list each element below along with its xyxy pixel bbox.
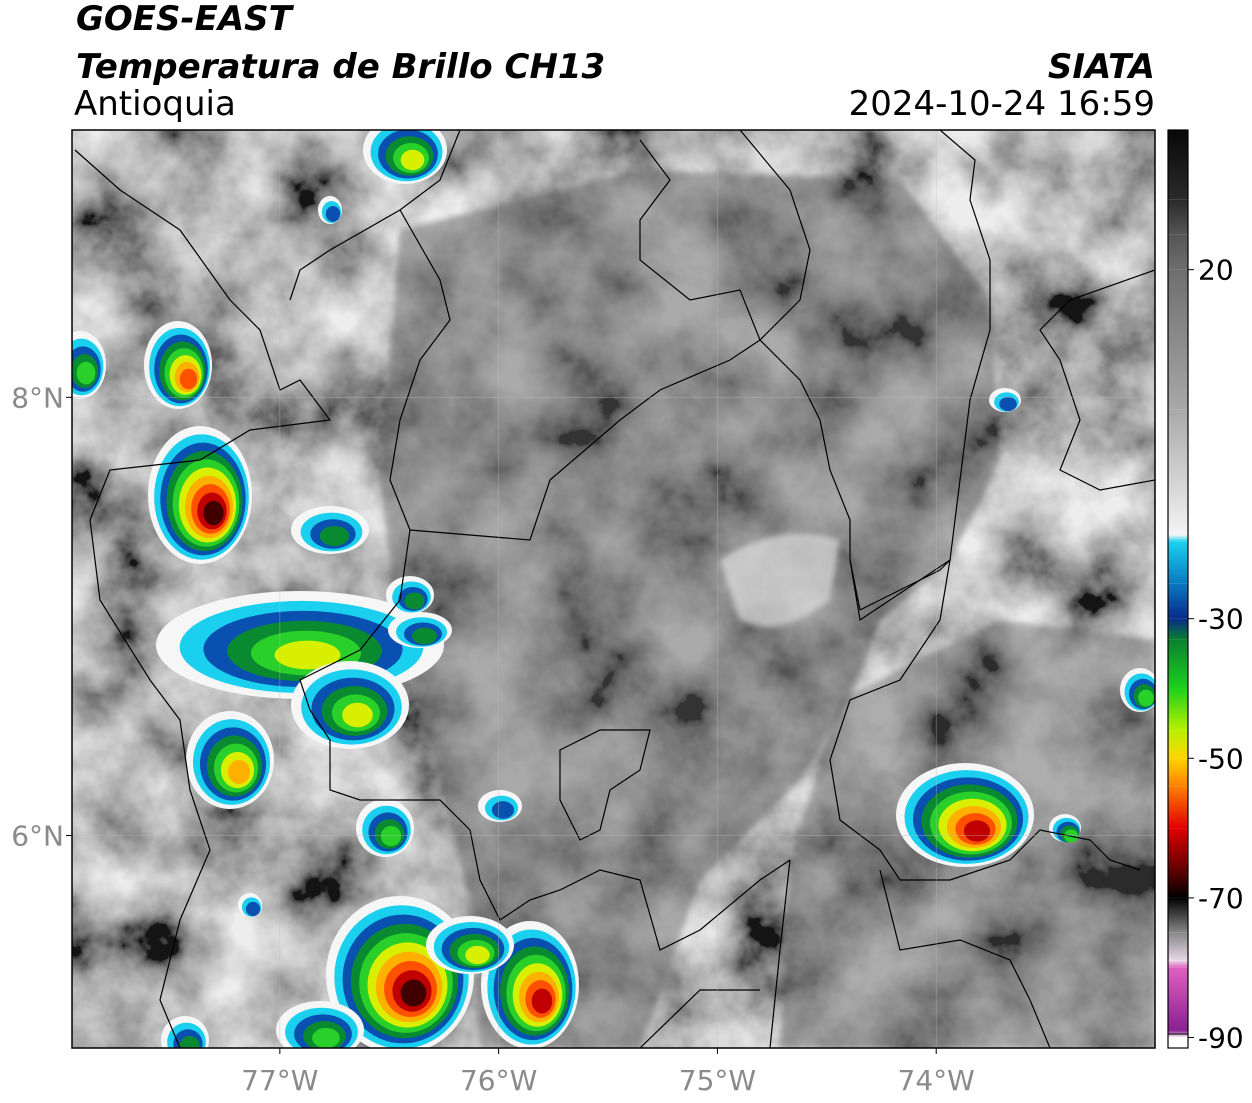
colorbar-segment [1168,618,1188,640]
storm-cell [245,901,261,917]
axes: 77°W 76°W 75°W 74°W 8°N 6°N [11,381,975,1097]
storm-cell [1138,689,1154,707]
colorbar-segment [1168,730,1188,759]
colorbar-segment [1168,409,1188,535]
storm-cells [72,130,1155,1048]
colorbar-segment [1168,541,1188,584]
storm-cell [465,945,490,965]
storm-cell [342,702,373,728]
colorbar-segment [1168,758,1188,787]
colorbar-segment [1168,786,1188,829]
map-frame [71,129,1156,1049]
storm-cell [319,525,350,547]
grid [72,130,1155,1048]
colorbar-segment [1168,960,1188,968]
colorbar-segment [1168,269,1188,410]
region: Antioquia [74,84,236,124]
colorbar: 20 -30 -50 -70 -90 [1167,129,1244,1055]
colorbar-segment [1168,583,1188,619]
colorbar-segment [1168,1037,1188,1048]
colorbar-segment [1168,639,1188,689]
colorbar-tick-label: 20 [1198,254,1234,287]
y-tick-label: 6°N [11,819,64,852]
storm-cell [312,1027,340,1048]
storm-cell [491,801,515,819]
warm-region [380,170,1000,1048]
storm-cell [400,149,425,171]
colorbar-segment [1168,199,1188,235]
storm-cell [380,825,402,847]
colorbar-tick-label: -50 [1198,742,1244,775]
colorbar-segment [1168,897,1188,933]
subtitle: Temperatura de Brillo CH13 [76,47,605,87]
title: GOES-EAST [76,0,295,39]
storm-cell [999,396,1017,412]
colorbar-segment [1168,869,1188,898]
storm-cell [404,592,425,610]
colorbar-segment [1168,534,1188,542]
storm-cell [274,640,341,670]
storm-cell [179,368,198,390]
colorbar-segment [1168,688,1188,731]
storm-cell [412,627,437,645]
storm-cell [203,500,224,526]
cloud-patch [720,533,840,627]
colorbar-tick-label: -30 [1198,603,1244,636]
x-tick-label: 74°W [898,1064,975,1097]
source: SIATA [1048,47,1155,87]
colorbar-extend [1167,1033,1189,1049]
map-area [72,130,1155,1048]
y-tick-label: 8°N [11,381,64,414]
storm-cell [325,206,341,222]
storm-cell [531,988,553,1014]
datetime: 2024-10-24 16:59 [849,84,1155,124]
storm-cell [76,361,96,385]
colorbar-segment [1168,828,1188,870]
colorbar-segment [1168,967,1188,1031]
storm-cell [400,979,427,1007]
colorbar-tick-label: -90 [1198,1022,1244,1055]
x-tick-label: 77°W [241,1064,318,1097]
colorbar-segment [1168,130,1188,200]
storm-cell [963,820,991,842]
borders [74,130,1155,1048]
x-tick-label: 76°W [460,1064,537,1097]
colorbar-segment [1168,932,1188,961]
storm-cell [179,1035,200,1048]
storm-cell [227,759,251,785]
x-tick-label: 75°W [679,1064,756,1097]
colorbar-segment [1168,234,1188,270]
colorbar-tick-label: -70 [1198,882,1244,915]
